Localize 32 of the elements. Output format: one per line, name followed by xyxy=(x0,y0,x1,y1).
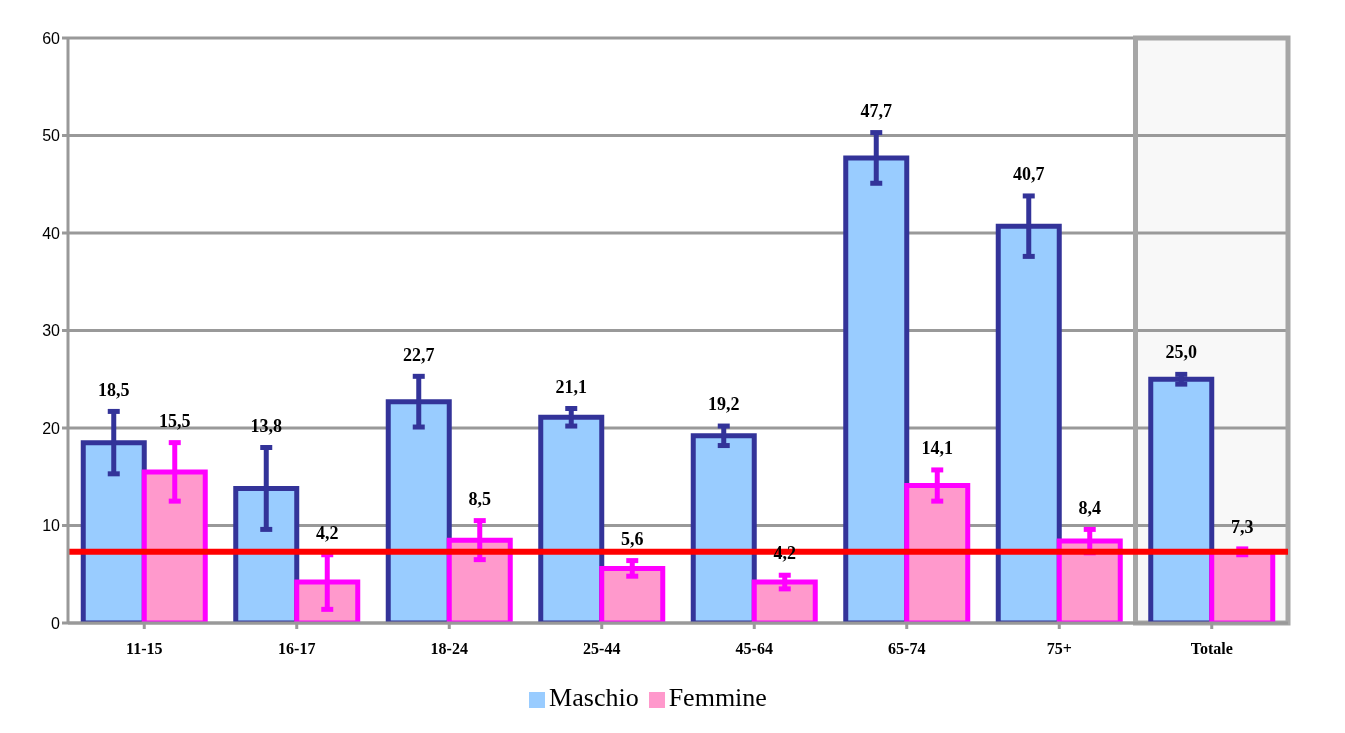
data-label: 8,4 xyxy=(1078,497,1101,518)
x-tick-label: 45-64 xyxy=(735,640,773,658)
data-label: 4,2 xyxy=(316,523,339,544)
x-tick-label: Totale xyxy=(1190,640,1233,658)
x-tick-label: 75+ xyxy=(1046,640,1072,658)
data-label: 21,1 xyxy=(555,376,587,397)
data-label: 8,5 xyxy=(468,488,491,509)
y-tick-label: 0 xyxy=(51,614,61,632)
y-tick-label: 30 xyxy=(42,322,61,340)
x-tick-label: 25-44 xyxy=(583,640,621,658)
data-label: 22,7 xyxy=(403,344,435,365)
legend-label: Femmine xyxy=(668,683,767,712)
y-tick-label: 20 xyxy=(42,419,61,437)
legend-label: Maschio xyxy=(549,683,639,712)
data-label: 18,5 xyxy=(98,379,130,400)
y-tick-label: 50 xyxy=(42,127,61,145)
data-label: 5,6 xyxy=(621,528,644,549)
data-label: 15,5 xyxy=(159,411,191,432)
data-label: 40,7 xyxy=(1013,164,1045,185)
y-tick-label: 40 xyxy=(42,224,61,242)
x-tick-label: 16-17 xyxy=(278,640,316,658)
data-label: 47,7 xyxy=(860,101,892,122)
data-label: 13,8 xyxy=(250,416,282,437)
x-tick-label: 11-15 xyxy=(126,640,163,658)
data-label: 14,1 xyxy=(921,438,953,459)
y-tick-label: 60 xyxy=(42,29,61,47)
x-tick-label: 65-74 xyxy=(888,640,926,658)
x-tick-label: 18-24 xyxy=(430,640,468,658)
y-tick-label: 10 xyxy=(42,517,61,535)
data-label: 25,0 xyxy=(1165,342,1197,363)
data-label: 19,2 xyxy=(708,394,740,415)
data-label: 7,3 xyxy=(1231,516,1254,537)
